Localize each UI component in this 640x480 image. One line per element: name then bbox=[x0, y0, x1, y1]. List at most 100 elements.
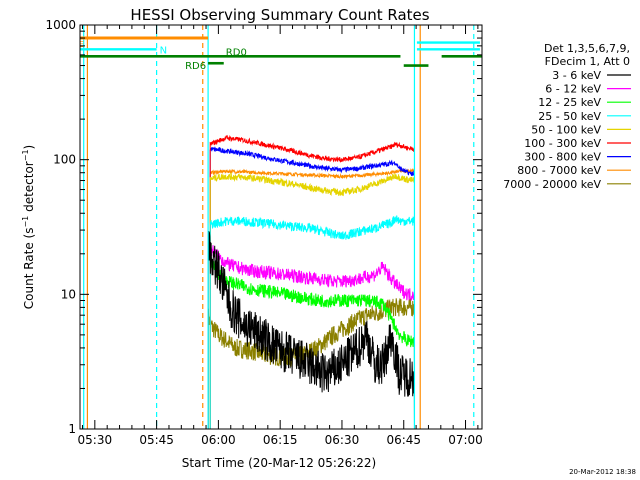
series-7-point bbox=[391, 163, 392, 164]
series-2-point bbox=[300, 276, 301, 277]
series-6-point bbox=[341, 159, 342, 160]
y-tick-label: 1 bbox=[68, 422, 76, 436]
y-tick-label: 100 bbox=[53, 153, 76, 167]
series-6-point bbox=[210, 144, 211, 145]
y-tick-label: 10 bbox=[61, 287, 76, 301]
series-line-2 bbox=[207, 240, 415, 430]
series-1-point bbox=[325, 375, 326, 376]
series-1-point bbox=[374, 364, 375, 365]
series-5-point bbox=[243, 177, 244, 178]
series-2-point bbox=[333, 281, 334, 282]
series-7 bbox=[209, 146, 415, 429]
series-4-point bbox=[259, 222, 260, 223]
series-1-point bbox=[407, 375, 408, 376]
series-1 bbox=[207, 230, 415, 430]
series-4-point bbox=[218, 222, 219, 223]
series-1-point bbox=[383, 364, 384, 365]
series-3-point bbox=[383, 303, 384, 304]
plot-frame bbox=[79, 24, 483, 430]
legend-header-line-1: Det 1,3,5,6,7,9, bbox=[544, 42, 630, 55]
series-9-point bbox=[399, 307, 400, 308]
series-8-point bbox=[399, 171, 400, 172]
x-tick-label: 06:45 bbox=[386, 433, 421, 447]
series-line-4 bbox=[209, 215, 415, 429]
series-5-point bbox=[275, 181, 276, 182]
series-5-point bbox=[358, 189, 359, 190]
series-5-point bbox=[218, 177, 219, 178]
series-5 bbox=[209, 172, 415, 429]
series-9-point bbox=[391, 307, 392, 308]
series-7-point bbox=[358, 168, 359, 169]
series-1-point bbox=[308, 364, 309, 365]
series-8 bbox=[209, 167, 415, 429]
series-8-point bbox=[275, 173, 276, 174]
x-tick-label: 06:15 bbox=[263, 433, 298, 447]
legend-entry-label: 100 - 300 keV bbox=[524, 137, 601, 150]
series-1-point bbox=[230, 307, 231, 308]
series-1-point bbox=[218, 270, 219, 271]
series-1-point bbox=[391, 334, 392, 335]
series-4-point bbox=[358, 231, 359, 232]
series-4-point bbox=[407, 220, 408, 221]
series-8-point bbox=[218, 171, 219, 172]
marker-n: N bbox=[80, 41, 480, 56]
series-3-point bbox=[399, 334, 400, 335]
series-3 bbox=[207, 248, 415, 430]
series-line-8 bbox=[209, 167, 415, 429]
series-2-point bbox=[374, 274, 375, 275]
series-6-point bbox=[374, 151, 375, 152]
series-6-point bbox=[292, 150, 293, 151]
legend-entry-label: 300 - 800 keV bbox=[524, 151, 601, 164]
marker-rd0: RD0 bbox=[80, 47, 482, 67]
series-7-point bbox=[243, 152, 244, 153]
series-5-point bbox=[292, 183, 293, 184]
series-9-point bbox=[366, 315, 367, 316]
x-tick-label: 07:00 bbox=[448, 433, 483, 447]
series-8-point bbox=[391, 172, 392, 173]
series-3-point bbox=[300, 297, 301, 298]
y-axis-label-superscript-2: −1 bbox=[21, 149, 30, 161]
series-8-point bbox=[325, 175, 326, 176]
y-tick-label: 1000 bbox=[45, 18, 76, 32]
series-5-point bbox=[374, 183, 375, 184]
series-7-point bbox=[275, 159, 276, 160]
series-3-point bbox=[284, 294, 285, 295]
series-line-5 bbox=[209, 172, 415, 429]
marker-label-rd6: RD6 bbox=[185, 61, 206, 72]
series-3-point bbox=[333, 300, 334, 301]
series-3-point bbox=[407, 340, 408, 341]
series-9-point bbox=[251, 350, 252, 351]
legend-entry-label: 800 - 7000 keV bbox=[517, 164, 601, 177]
series-line-3 bbox=[207, 248, 415, 430]
series-5-point bbox=[226, 176, 227, 177]
series-4-point bbox=[395, 217, 396, 218]
series-2 bbox=[207, 240, 415, 430]
series-3-point bbox=[251, 288, 252, 289]
series-2-point bbox=[226, 263, 227, 264]
series-2-point bbox=[284, 274, 285, 275]
series-4-point bbox=[399, 220, 400, 221]
series-6-point bbox=[399, 145, 400, 146]
series-6-point bbox=[391, 146, 392, 147]
series-7-point bbox=[374, 165, 375, 166]
series-7-point bbox=[259, 156, 260, 157]
marker-label-rd0: RD0 bbox=[226, 47, 247, 58]
series-8-point bbox=[308, 174, 309, 175]
series-7-point bbox=[341, 169, 342, 170]
series-7-point bbox=[407, 172, 408, 173]
series-1-point bbox=[399, 375, 400, 376]
series-5-point bbox=[325, 190, 326, 191]
series-4-point bbox=[325, 231, 326, 232]
series-1-point bbox=[222, 283, 223, 284]
series-5-point bbox=[391, 177, 392, 178]
series-7-point bbox=[325, 168, 326, 169]
series-2-point bbox=[267, 272, 268, 273]
series-8-point bbox=[292, 174, 293, 175]
series-8-point bbox=[226, 171, 227, 172]
legend: Det 1,3,5,6,7,9, FDecim 1, Att 0 3 - 6 k… bbox=[503, 42, 631, 191]
series-6-point bbox=[243, 139, 244, 140]
series-6-point bbox=[259, 143, 260, 144]
series-9-point bbox=[317, 347, 318, 348]
marker-label-n: N bbox=[160, 45, 167, 56]
